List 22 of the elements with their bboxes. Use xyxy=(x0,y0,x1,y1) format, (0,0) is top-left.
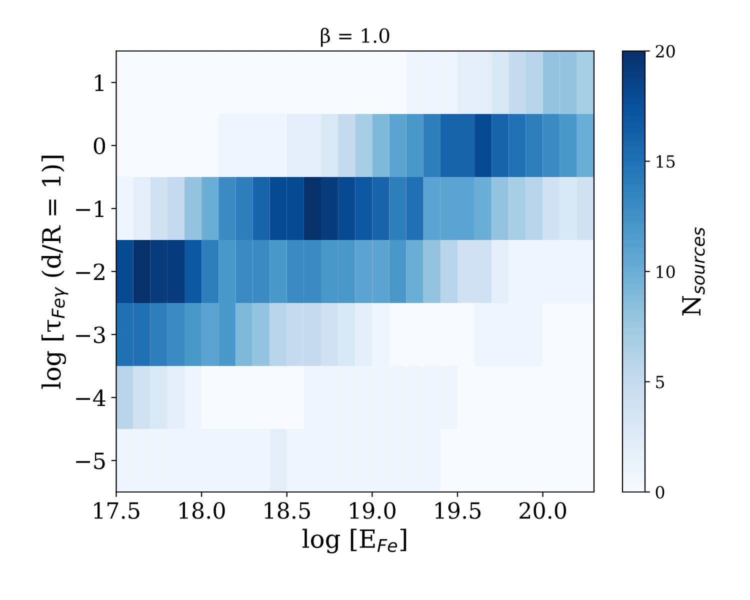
x-tick-label: 18.5 xyxy=(264,502,310,519)
x-tick-label: 19.0 xyxy=(350,502,396,519)
x-tick-label: 18.0 xyxy=(180,502,225,519)
y-axis-title: log [τ$_{Feγ}$ (d/R = 1)] xyxy=(41,156,68,389)
y-tick-label: −5 xyxy=(76,452,105,470)
x-axis-title: log [E$_{Fe}$] xyxy=(302,528,406,554)
color-bar-label: 5 xyxy=(656,376,664,388)
chart-title: β = 1.0 xyxy=(320,28,390,47)
color-bar-label: 15 xyxy=(656,155,675,168)
y-tick-label: −3 xyxy=(76,326,105,344)
y-tick-label: 0 xyxy=(94,137,106,154)
y-tick-label: −1 xyxy=(76,200,104,217)
color-bar-label: 20 xyxy=(656,44,675,58)
x-tick-label: 19.5 xyxy=(435,502,481,519)
color-bar-title: N$_{sources}$ xyxy=(682,227,705,316)
y-tick-label: −2 xyxy=(76,263,104,280)
x-tick-label: 20.0 xyxy=(520,502,566,519)
y-tick-label: 1 xyxy=(95,74,104,91)
y-tick-label: −4 xyxy=(76,389,106,406)
x-tick-label: 17.5 xyxy=(94,502,140,519)
color-bar-label: 10 xyxy=(656,265,675,278)
color-bar-label: 0 xyxy=(656,486,664,499)
